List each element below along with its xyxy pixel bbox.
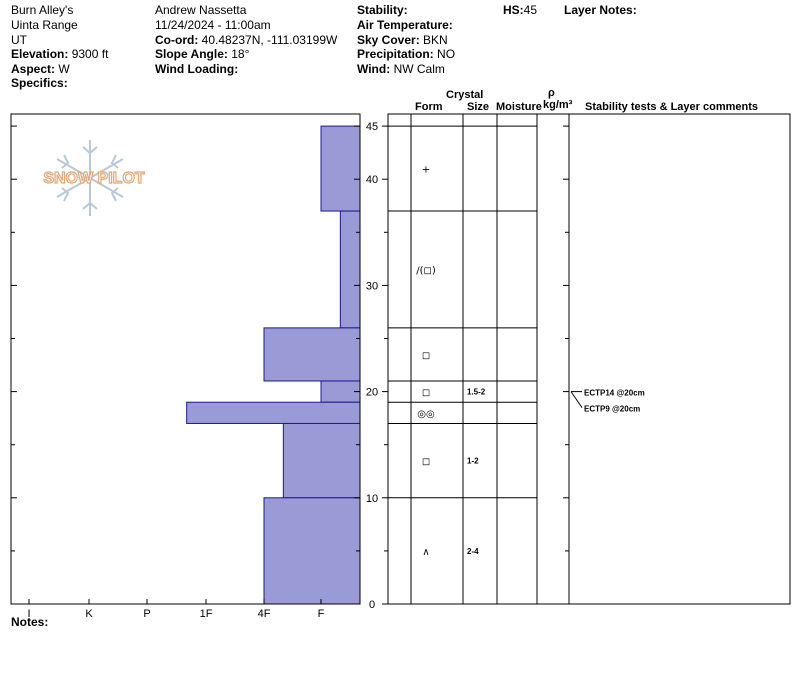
precip-value: NO xyxy=(437,47,456,61)
stability-test-pointer-1 xyxy=(570,391,583,408)
hardness-label-1F: 1F xyxy=(200,608,213,620)
hardness-label-4F: 4F xyxy=(258,608,271,620)
depth-tick-label-45: 45 xyxy=(366,121,378,133)
slope-angle: Slope Angle: 18° xyxy=(155,46,249,62)
hardness-bar-1 xyxy=(339,210,361,329)
logo-text: SNOW PILOT xyxy=(43,170,145,187)
slope-value: 18° xyxy=(231,47,250,61)
stability-label: Stability: xyxy=(357,3,408,17)
slope-label: Slope Angle: xyxy=(155,47,228,61)
notes-label: Notes: xyxy=(11,615,49,629)
hardness-bar-6 xyxy=(263,497,361,605)
air-temp-label: Air Temperature: xyxy=(357,18,453,32)
coord-value: 40.48237N, -111.03199W xyxy=(201,33,338,47)
layer-size-6: 2-4 xyxy=(467,547,479,556)
snowflake-icon: SNOW PILOT xyxy=(43,140,145,216)
col-form: Form xyxy=(415,101,443,113)
chart-frames xyxy=(10,113,791,605)
elevation-label: Elevation: xyxy=(11,47,69,61)
aspect-label: Aspect: xyxy=(11,62,56,76)
depth-tick-label-30: 30 xyxy=(366,280,378,292)
hs-value: 45 xyxy=(523,3,538,17)
layer-form-4: ◎◎ xyxy=(417,409,434,420)
col-crystal: Crystal xyxy=(446,89,484,101)
snowpilot-logo: SNOW PILOT xyxy=(30,138,160,218)
layer-form-1: /(◻) xyxy=(416,265,436,276)
sky-value: BKN xyxy=(423,33,448,47)
stability-test-label-0: ECTP14 @20cm xyxy=(584,389,645,398)
sky-cover: Sky Cover: BKN xyxy=(357,32,448,48)
coordinates: Co-ord: 40.48237N, -111.03199W xyxy=(155,32,337,48)
layer-size-3: 1.5-2 xyxy=(467,388,486,397)
precipitation: Precipitation: NO xyxy=(357,46,455,62)
aspect: Aspect: W xyxy=(11,61,70,77)
elevation-value: 9300 ft xyxy=(71,47,109,61)
layer-table: + /(◻) ◻ ◻ 1.5-2 ◎◎ ◻ 1-2 ∧ 2-4 xyxy=(388,125,537,558)
precip-label: Precipitation: xyxy=(357,47,434,61)
observer: Andrew Nassetta xyxy=(155,3,247,17)
layer-table-frame xyxy=(387,113,791,605)
col-size: Size xyxy=(467,101,490,113)
col-rho: ρ xyxy=(548,87,555,99)
state: UT xyxy=(11,33,27,47)
depth-tick-label-20: 20 xyxy=(366,387,378,399)
elevation: Elevation: 9300 ft xyxy=(11,46,108,62)
layer-form-6: ∧ xyxy=(422,547,429,558)
range: Uinta Range xyxy=(11,18,78,32)
hardness-label-P: P xyxy=(143,608,150,620)
hardness-axis: I K P 1F 4F F xyxy=(27,599,325,620)
hardness-label-F: F xyxy=(318,608,325,620)
air-temperature: Air Temperature: xyxy=(357,17,453,33)
col-density-unit: kg/m³ xyxy=(543,99,573,111)
col-stability: Stability tests & Layer comments xyxy=(585,101,759,113)
stability-tests: ECTP14 @20cm ECTP9 @20cm xyxy=(570,389,645,414)
wind-loading-label: Wind Loading: xyxy=(155,62,239,76)
coord-label: Co-ord: xyxy=(155,33,199,47)
depth-tick-label-10: 10 xyxy=(366,493,378,505)
layer-size-5: 1-2 xyxy=(467,457,479,466)
layer-form-0: + xyxy=(422,165,430,176)
hardness-bar-5 xyxy=(282,422,361,499)
layer-form-2: ◻ xyxy=(422,350,430,361)
hs-label: HS: xyxy=(503,3,524,17)
wind-loading: Wind Loading: xyxy=(155,61,238,77)
layer-notes: Layer Notes: xyxy=(564,2,637,18)
hardness-plot-frame xyxy=(10,113,361,605)
depth-axis: 0 10 20 30 40 45 xyxy=(11,121,569,611)
datetime: 11/24/2024 - 11:00am xyxy=(155,18,271,32)
snow-height: HS:45 xyxy=(503,2,537,18)
col-moisture: Moisture xyxy=(496,101,542,113)
wind: Wind: NW Calm xyxy=(357,61,445,77)
aspect-value: W xyxy=(58,62,70,76)
wind-value: NW Calm xyxy=(393,62,445,76)
depth-tick-label-0: 0 xyxy=(369,599,375,611)
hardness-bars xyxy=(186,125,361,605)
stability-test-label-1: ECTP9 @20cm xyxy=(584,405,640,414)
stability: Stability: xyxy=(357,2,408,18)
specifics-label: Specifics: xyxy=(11,76,68,90)
hardness-bar-0 xyxy=(320,125,361,212)
hardness-bar-2 xyxy=(263,327,361,382)
depth-tick-label-40: 40 xyxy=(366,174,378,186)
layer-form-5: ◻ xyxy=(422,457,430,468)
hardness-label-I: I xyxy=(27,608,30,620)
hardness-label-K: K xyxy=(85,608,93,620)
specifics: Specifics: xyxy=(11,75,68,91)
layer-notes-label: Layer Notes: xyxy=(564,3,637,17)
sky-label: Sky Cover: xyxy=(357,33,420,47)
wind-label: Wind: xyxy=(357,62,391,76)
layer-form-3: ◻ xyxy=(422,388,430,399)
hardness-bar-4 xyxy=(186,401,361,424)
location: Burn Alley's xyxy=(11,3,74,17)
